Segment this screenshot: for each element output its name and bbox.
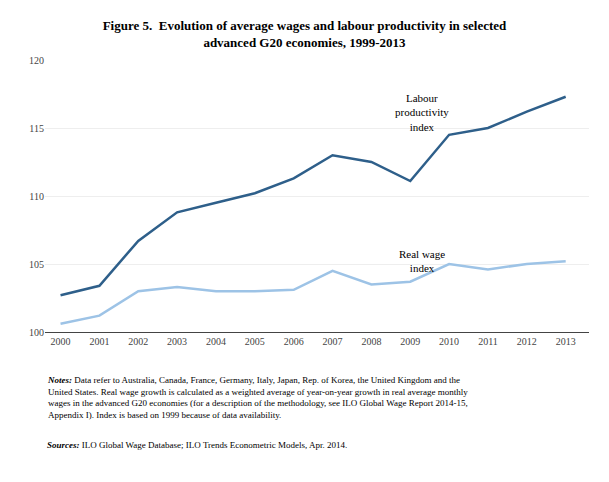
svg-text:Real wageindex: Real wageindex (399, 248, 445, 274)
svg-text:2004: 2004 (206, 336, 226, 347)
svg-text:2010: 2010 (439, 336, 459, 347)
svg-text:2000: 2000 (51, 336, 71, 347)
svg-text:2011: 2011 (478, 336, 498, 347)
svg-text:115: 115 (29, 123, 44, 134)
svg-text:2006: 2006 (284, 336, 304, 347)
svg-text:2002: 2002 (128, 336, 148, 347)
svg-text:105: 105 (29, 259, 44, 270)
svg-text:120: 120 (29, 55, 44, 66)
svg-text:2001: 2001 (89, 336, 109, 347)
svg-text:2012: 2012 (517, 336, 537, 347)
svg-text:Sources: ILO Global Wage Datab: Sources: ILO Global Wage Database; ILO T… (47, 440, 347, 450)
svg-text:110: 110 (29, 191, 44, 202)
svg-text:2013: 2013 (556, 336, 576, 347)
svg-text:2003: 2003 (167, 336, 187, 347)
svg-text:100: 100 (29, 327, 44, 338)
svg-text:2005: 2005 (245, 336, 265, 347)
svg-text:Notes: Data refer to Australia: Notes: Data refer to Australia, Canada, … (47, 375, 468, 420)
svg-text:2008: 2008 (361, 336, 381, 347)
svg-text:Figure 5. Evolution of averag: Figure 5. Evolution of average wages and… (103, 18, 507, 50)
svg-text:2009: 2009 (400, 336, 420, 347)
svg-text:Labourproductivityindex: Labourproductivityindex (395, 92, 449, 133)
svg-text:2007: 2007 (323, 336, 343, 347)
